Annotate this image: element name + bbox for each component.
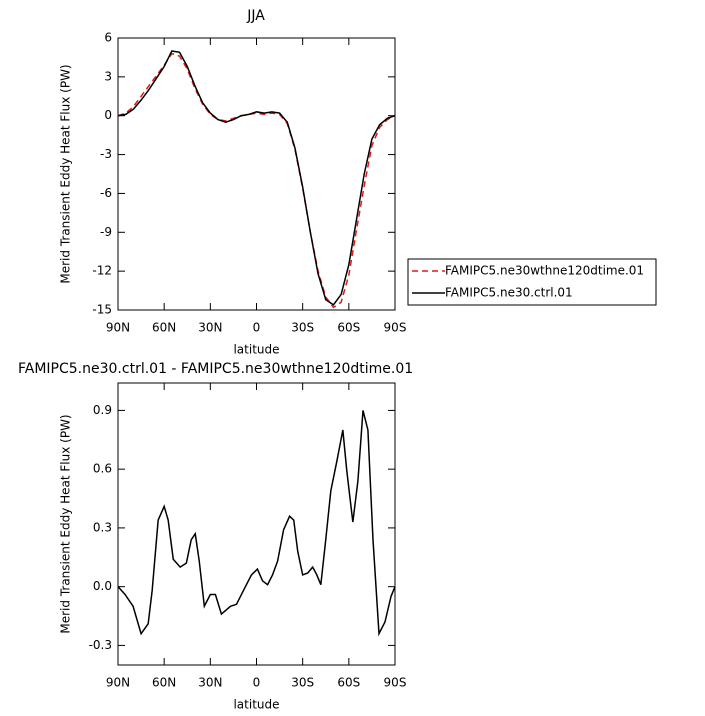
data-line bbox=[117, 410, 396, 637]
y-tick-label: -12 bbox=[92, 264, 112, 278]
x-tick-label: 60S bbox=[337, 676, 360, 690]
x-tick-label: 60S bbox=[337, 321, 360, 335]
chart-title: FAMIPC5.ne30.ctrl.01 - FAMIPC5.ne30wthne… bbox=[18, 361, 413, 377]
y-tick-label: 6 bbox=[104, 31, 112, 45]
x-tick-label: 90N bbox=[106, 676, 130, 690]
y-tick-label: -0.3 bbox=[89, 638, 112, 652]
y-tick-label: 0 bbox=[104, 108, 112, 122]
y-tick-label: -15 bbox=[92, 303, 112, 317]
x-tick-label: 60N bbox=[152, 676, 176, 690]
y-tick-label: -9 bbox=[100, 225, 112, 239]
x-tick-label: 0 bbox=[253, 676, 261, 690]
x-axis-label: latitude bbox=[233, 343, 279, 357]
x-tick-label: 30N bbox=[198, 676, 222, 690]
data-line bbox=[117, 52, 396, 309]
legend-label: FAMIPC5.ne30.ctrl.01 bbox=[445, 286, 573, 300]
y-axis-label: Merid Transient Eddy Heat Flux (PW) bbox=[59, 64, 73, 283]
y-tick-label: 0.3 bbox=[93, 520, 112, 534]
x-tick-label: 90S bbox=[384, 676, 407, 690]
legend-box bbox=[407, 258, 657, 306]
legend-label: FAMIPC5.ne30wthne120dtime.01 bbox=[445, 264, 644, 278]
x-tick-label: 90S bbox=[384, 321, 407, 335]
x-tick-label: 60N bbox=[152, 321, 176, 335]
y-tick-label: -3 bbox=[100, 147, 112, 161]
y-tick-label: 0.9 bbox=[93, 403, 112, 417]
plot-frame bbox=[117, 37, 396, 311]
x-tick-label: 30N bbox=[198, 321, 222, 335]
x-tick-label: 30S bbox=[291, 676, 314, 690]
y-tick-label: -6 bbox=[100, 186, 112, 200]
y-tick-label: 0.0 bbox=[93, 579, 112, 593]
x-tick-label: 0 bbox=[253, 321, 261, 335]
x-tick-label: 30S bbox=[291, 321, 314, 335]
y-axis-label: Merid Transient Eddy Heat Flux (PW) bbox=[59, 414, 73, 633]
x-axis-label: latitude bbox=[233, 698, 279, 712]
plot-frame bbox=[117, 382, 396, 666]
chart-title: JJA bbox=[246, 8, 265, 24]
y-tick-label: 3 bbox=[104, 69, 112, 83]
x-tick-label: 90N bbox=[106, 321, 130, 335]
y-tick-label: 0.6 bbox=[93, 462, 112, 476]
data-line bbox=[117, 50, 396, 306]
